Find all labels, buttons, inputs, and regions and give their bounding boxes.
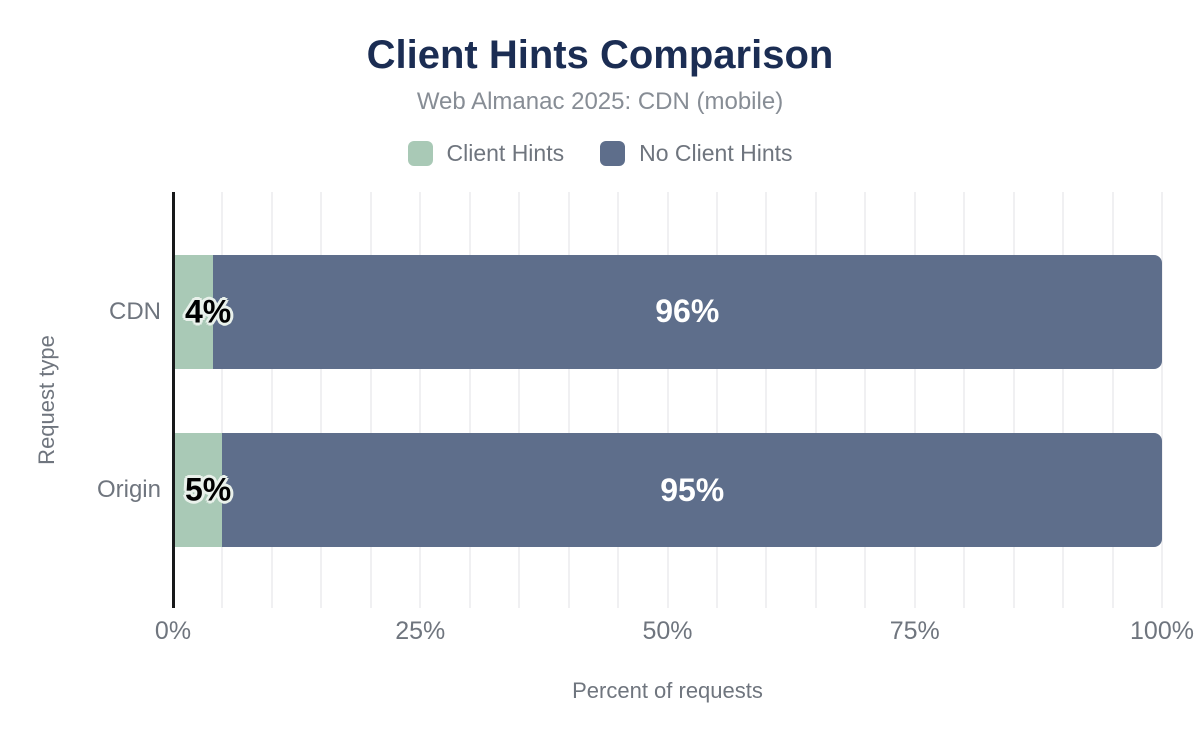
gridline [270,192,273,608]
gridline [1012,192,1015,608]
legend-item-no-client-hints[interactable]: No Client Hints [600,140,793,167]
y-axis-title: Request type [34,335,59,465]
category-label-origin: Origin [96,476,161,503]
category-label-cdn: CDN [109,297,161,325]
gridline [468,192,471,608]
bar-row-origin: 95% 5% [173,433,1162,547]
x-tick-label: 25% [395,617,446,645]
gridline [369,192,372,608]
gridline [518,192,521,608]
x-tick-label: 75% [889,617,940,645]
bar-segment-no-client-hints: 96% [212,254,1162,369]
y-axis-line [172,192,175,608]
x-tick-label: 0% [154,617,192,645]
plot-area: 96% 4% 95% 5% [172,192,1163,608]
x-tick-labels: 0% 25% 50% 75% 100% [155,617,1194,649]
legend-swatch-client-hints [407,141,433,166]
gridline [913,192,916,608]
gridline [1062,192,1065,608]
legend: Client Hints No Client Hints [0,140,1200,167]
legend-swatch-no-client-hints [600,141,626,166]
gridline [419,192,422,608]
gridline [715,192,718,608]
x-axis-title: Percent of requests [572,678,763,703]
legend-label: No Client Hints [639,140,793,166]
bar-segment-client-hints [173,254,213,369]
x-tick-label: 50% [642,617,693,645]
category-labels: CDN Origin [0,192,161,608]
bar-segment-client-hints [173,433,223,547]
gridline [221,192,224,608]
gridline [666,192,669,608]
chart-subtitle: Web Almanac 2025: CDN (mobile) [416,88,784,115]
gridline [814,192,817,608]
gridline [963,192,966,608]
data-label-no-client-hints: 96% [655,293,720,329]
data-label-no-client-hints: 95% [660,471,725,508]
chart-title: Client Hints Comparison [366,33,834,77]
gridline [1161,192,1163,608]
bar-row-cdn: 96% 4% [173,254,1162,369]
gridline [864,192,867,608]
gridline [1111,192,1114,608]
gridline [765,192,768,608]
gridline [567,192,570,608]
bar-segment-no-client-hints: 95% [222,433,1162,547]
legend-item-client-hints[interactable]: Client Hints [407,140,565,167]
legend-label: Client Hints [446,140,565,166]
gridline [320,192,323,608]
data-label-client-hints: 5% [185,471,232,508]
data-label-client-hints: 4% [185,293,232,329]
gridline [617,192,620,608]
x-tick-label: 100% [1130,617,1194,645]
